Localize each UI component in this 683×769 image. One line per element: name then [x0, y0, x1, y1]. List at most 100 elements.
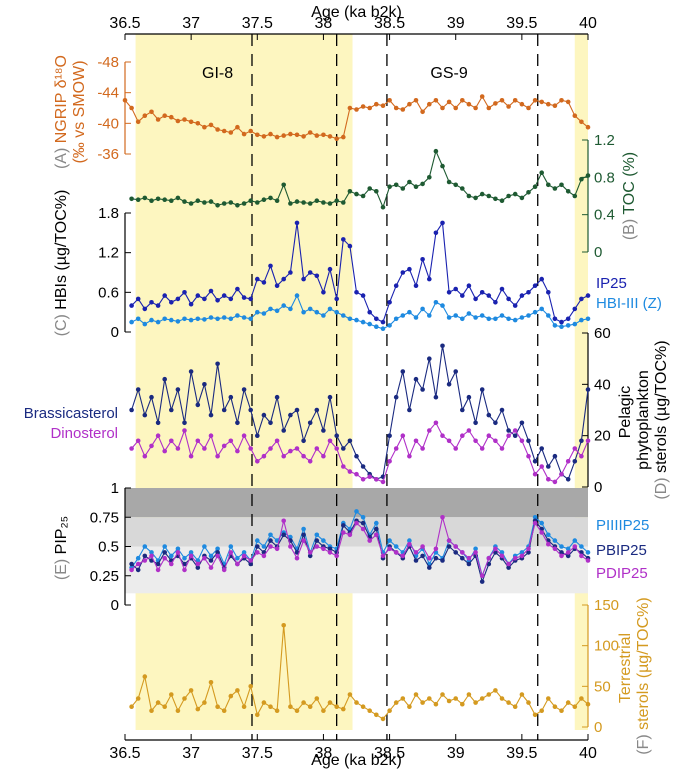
panel-E-data-point — [374, 520, 379, 526]
panel-A-data-point — [360, 104, 366, 109]
x-tick-label: 37.5 — [242, 15, 273, 32]
panel-E-data-point — [433, 546, 439, 552]
panel-B-data-point — [572, 193, 578, 199]
panel-C-data-point — [274, 283, 280, 289]
panel-E-data-point — [546, 532, 551, 538]
panel-A-data-point — [367, 105, 373, 111]
panel-B-data-point — [493, 196, 498, 202]
panel-D-data-point — [565, 459, 571, 464]
panel-F-data-point — [208, 680, 214, 685]
panel-E-data-point — [175, 550, 181, 555]
panel-F-title-2-part: (F) — [635, 730, 652, 755]
panel-D-data-point — [393, 446, 399, 451]
panel-A-data-point — [261, 134, 267, 139]
panel-E-data-point — [268, 538, 273, 543]
panel-D-data-point — [208, 433, 214, 439]
x-tick-label: 36.5 — [109, 745, 140, 762]
panel-E-data-point — [486, 561, 492, 567]
panel-D-data-point — [341, 446, 346, 451]
panel-D-data-point — [479, 446, 485, 451]
panel-C-y-tick-label: 1.2 — [98, 245, 119, 262]
panel-A-y-tick-label: -36 — [97, 146, 119, 163]
panel-D-data-point — [420, 387, 425, 392]
panel-B-data-point — [268, 195, 273, 201]
panel-D-data-point — [433, 394, 439, 400]
panel-F-title-1-part: Terrestrial — [617, 633, 634, 703]
panel-C-data-point — [347, 243, 353, 249]
panel-A-unit: (‰ vs SMOW) — [71, 60, 88, 163]
panel-E-data-point — [221, 567, 227, 573]
panel-C-data-point — [241, 295, 247, 300]
panel-B-data-point — [314, 198, 320, 203]
panel-E-data-point — [526, 546, 531, 552]
panel-E-data-point — [552, 546, 558, 552]
panel-A-title: (A) NGRIP δ¹⁸O — [53, 55, 70, 169]
panel-A-data-point — [427, 101, 432, 107]
panel-C-data-point — [413, 315, 419, 320]
panel-D-data-point — [215, 361, 220, 367]
panel-D-data-point — [341, 464, 346, 469]
panel-A-data-point — [314, 133, 320, 138]
panel-E-data-point — [427, 565, 432, 570]
panel-C-data-point — [546, 313, 551, 318]
panel-A-data-point — [579, 119, 584, 125]
panel-F-data-point — [294, 708, 300, 713]
panel-B-data-point — [453, 182, 459, 188]
panel-B-data-point — [440, 163, 445, 169]
panel-E-data-point — [248, 558, 253, 563]
panel-F-data-point — [354, 700, 359, 705]
panel-C-data-point — [221, 315, 227, 320]
legend-ip25: IP25 — [596, 275, 627, 292]
panel-F-data-point — [579, 696, 584, 701]
panel-F-data-point — [420, 700, 425, 705]
panel-E-data-point — [579, 544, 584, 549]
panel-B-data-point — [420, 181, 425, 187]
panel-C-data-point — [341, 237, 346, 242]
panel-F-data-point — [281, 623, 287, 628]
panel-A-data-point — [539, 99, 544, 105]
panel-C-y-tick-label: 0 — [111, 324, 119, 341]
panel-C-data-point — [169, 317, 174, 323]
panel-E-data-point — [334, 553, 340, 559]
panel-C-data-point — [400, 313, 406, 318]
text-labels: (A) NGRIP δ¹⁸O (‰ vs SMOW) (B) TOC (%) (C) … — [24, 55, 670, 755]
panel-A-data-point — [354, 107, 359, 112]
panel-E-data-point — [182, 561, 187, 567]
panel-E-data-point — [314, 532, 320, 538]
panel-C-data-point — [314, 273, 320, 279]
panel-E-data-point — [466, 561, 472, 567]
panel-E-data-point — [195, 558, 201, 563]
panel-C-data-point — [585, 293, 591, 298]
panel-B-data-point — [393, 182, 399, 188]
panel-C-data-point — [579, 296, 584, 302]
panel-E-data-point — [228, 550, 234, 555]
panel-E-data-point — [301, 526, 306, 532]
panel-E-y-tick-label: 1 — [111, 480, 119, 497]
panel-D-data-point — [585, 387, 591, 392]
panel-D-data-point — [129, 407, 134, 413]
panel-B-data-point — [254, 200, 260, 205]
panel-C-data-point — [440, 303, 445, 308]
panel-D-data-point — [407, 407, 412, 413]
panel-F-title-2-part: sterols (µg/TOC%) — [635, 597, 652, 730]
panel-E-title-part: (E) — [53, 554, 70, 580]
panel-E-data-point — [453, 550, 459, 555]
panel-B-data-point — [427, 175, 432, 180]
panel-C-data-point — [321, 290, 326, 295]
panel-F-data-point — [374, 712, 379, 718]
panel-B-data-point — [288, 201, 293, 206]
panel-D-data-point — [526, 438, 531, 444]
panel-C-data-point — [261, 311, 267, 316]
panel-B-data-point — [334, 198, 340, 203]
panel-D-data-point — [579, 453, 584, 459]
panel-A-data-point — [228, 130, 234, 135]
panel-C-data-point — [294, 220, 300, 226]
panel-F-data-point — [532, 712, 538, 718]
panel-B-data-point — [380, 204, 386, 210]
x-tick-label: 39.5 — [506, 15, 537, 32]
panel-D-data-point — [374, 477, 379, 482]
panel-D-data-point — [182, 420, 187, 426]
panel-C-data-point — [248, 296, 253, 302]
panel-E-data-point — [473, 550, 478, 555]
panel-C-data-point — [235, 286, 240, 292]
